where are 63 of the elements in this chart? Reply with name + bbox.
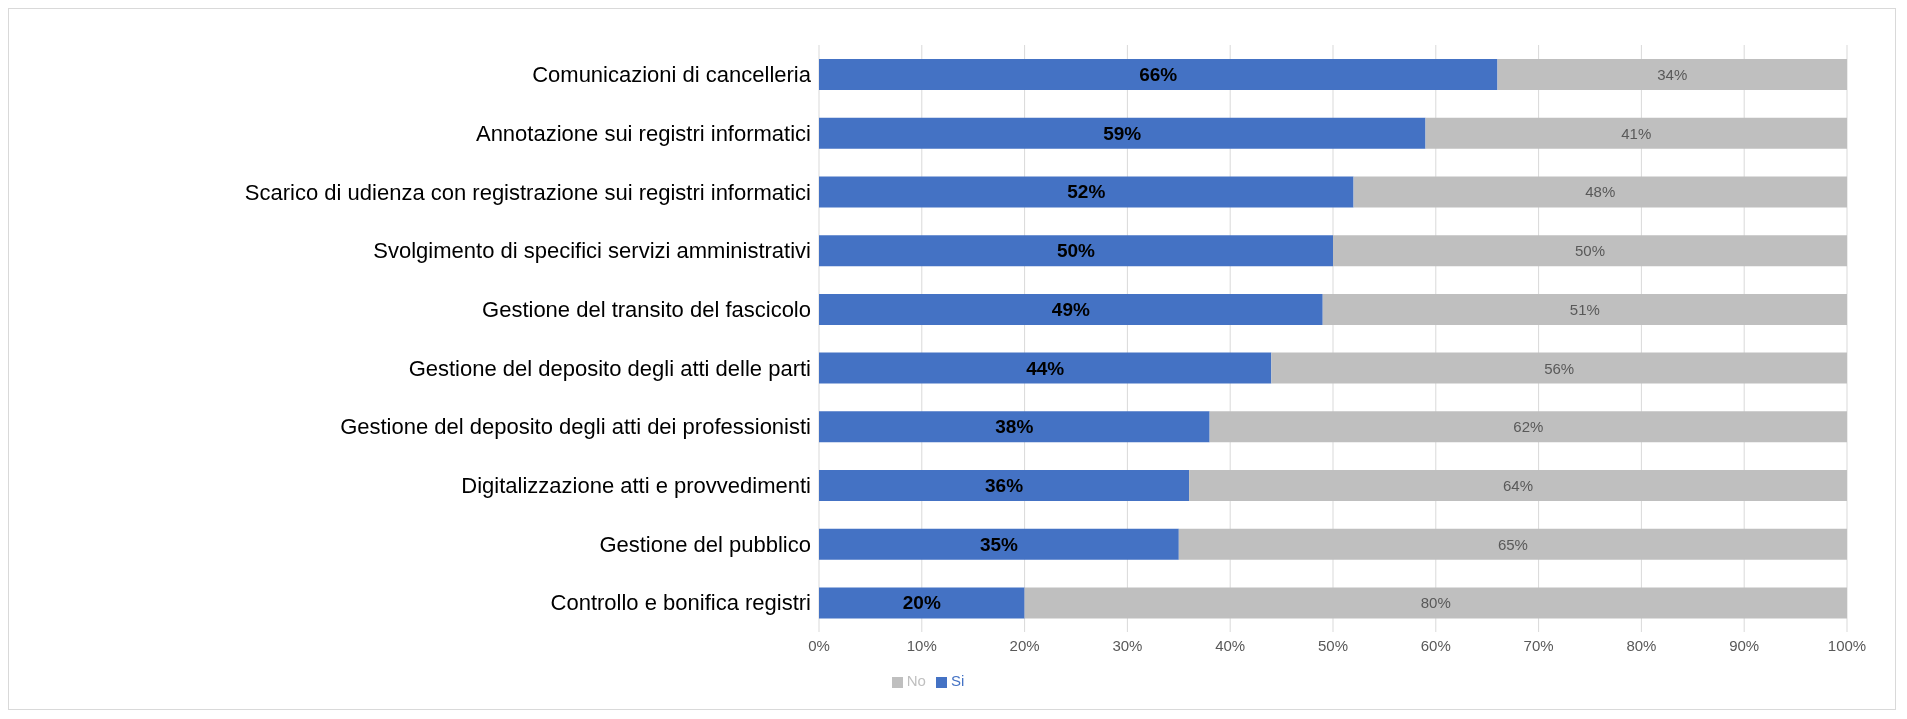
y-tick-label: Svolgimento di specifici servizi amministrativi [373, 238, 811, 264]
data-label: 62% [1513, 418, 1544, 436]
data-label: 52% [1067, 181, 1106, 203]
data-label: 36% [985, 474, 1024, 496]
bar [1497, 59, 1847, 91]
bar [819, 411, 1210, 443]
x-tick-label: 100% [1827, 636, 1867, 654]
bar [819, 59, 1498, 91]
x-tick-label: 60% [1420, 636, 1451, 654]
bar [819, 117, 1426, 149]
bar [1322, 293, 1847, 325]
y-tick-label: Controllo e bonifica registri [550, 590, 811, 616]
bar [1271, 352, 1847, 384]
bar [819, 469, 1190, 501]
bar [1333, 235, 1847, 267]
x-tick-label: 30% [1112, 636, 1143, 654]
data-label: 38% [995, 416, 1034, 438]
bar [1024, 587, 1847, 619]
data-label: 50% [1574, 242, 1606, 260]
data-label: 65% [1497, 535, 1528, 553]
data-label: 20% [902, 592, 941, 614]
bar [819, 528, 1179, 560]
bar [1178, 528, 1847, 560]
x-tick-label: 80% [1626, 636, 1657, 654]
data-label: 66% [1139, 64, 1178, 86]
bar [1209, 411, 1847, 443]
x-tick-label: 20% [1009, 636, 1040, 654]
bar [819, 352, 1272, 384]
bar [819, 176, 1354, 208]
y-tick-label: Gestione del deposito degli atti dei professionisti [340, 414, 811, 440]
legend-label: No [906, 672, 926, 689]
data-label: 35% [979, 533, 1019, 555]
data-label: 34% [1657, 66, 1688, 84]
bar [819, 235, 1333, 267]
bar [1425, 117, 1847, 149]
y-tick-label: Gestione del pubblico [599, 531, 811, 557]
data-label: 59% [1103, 122, 1142, 144]
data-label: 41% [1621, 124, 1652, 142]
bar [1353, 176, 1847, 208]
data-label: 56% [1544, 359, 1575, 377]
data-label: 48% [1585, 183, 1616, 201]
data-label: 49% [1051, 298, 1090, 320]
x-tick-label: 50% [1317, 636, 1349, 654]
data-label: 44% [1026, 357, 1065, 379]
y-tick-label: Comunicazioni di cancelleria [532, 62, 812, 88]
x-tick-label: 70% [1523, 636, 1554, 654]
data-label: 80% [1420, 594, 1451, 612]
bar [1189, 469, 1847, 501]
data-label: 64% [1503, 476, 1534, 494]
bar [819, 293, 1323, 325]
x-tick-label: 0% [808, 636, 830, 654]
x-tick-label: 40% [1215, 636, 1246, 654]
legend-label: Si [950, 672, 965, 689]
y-tick-label: Digitalizzazione atti e provvedimenti [461, 473, 811, 499]
x-tick-label: 90% [1729, 636, 1760, 654]
data-label: 50% [1056, 240, 1096, 262]
data-label: 51% [1569, 300, 1600, 318]
bar [819, 587, 1025, 619]
y-tick-label: Gestione del transito del fascicolo [482, 296, 811, 322]
y-tick-label: Annotazione sui registri informatici [475, 120, 811, 146]
y-tick-label: Gestione del deposito degli atti delle parti [408, 355, 811, 381]
y-tick-label: Scarico di udienza con registrazione sui registri informatici [244, 179, 811, 205]
x-tick-label: 10% [906, 636, 937, 654]
